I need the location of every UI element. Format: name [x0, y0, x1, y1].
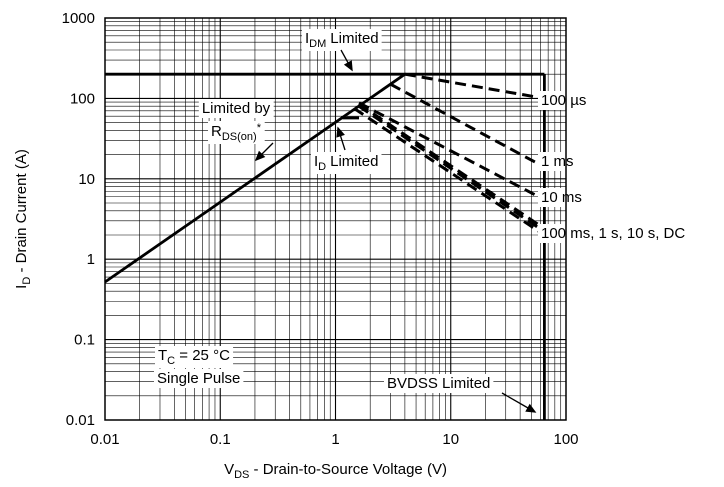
idm-label-main: I — [305, 30, 309, 47]
idm-limited-label: IDM Limited — [305, 30, 379, 50]
annotation-texts: IDM Limited Limited by RDS(on)* ID Limited… — [157, 30, 685, 392]
10ms-label-bg — [538, 188, 585, 207]
x-axis-title-main: V — [224, 461, 234, 478]
x-tick-label: 0.1 — [210, 431, 231, 448]
limited-by-label: Limited by — [202, 100, 271, 117]
series-pulse-dc-c — [353, 107, 546, 237]
y-tick-label: 1000 — [62, 10, 95, 27]
tc-label-main: T — [158, 347, 167, 364]
rds-label-bg — [208, 121, 265, 144]
rds-label-rest: * — [257, 122, 262, 134]
rds-label-main: R — [211, 123, 222, 140]
series-pulse-dc-a — [358, 102, 546, 230]
x-axis-title-sub: DS — [234, 469, 249, 481]
series-layer — [104, 72, 546, 420]
x-tick-label: 100 — [553, 431, 578, 448]
y-axis-title: ID - Drain Current (A) — [13, 149, 33, 289]
100us-label-bg — [538, 91, 590, 110]
label-dc: 100 ms, 1 s, 10 s, DC — [541, 225, 685, 242]
tc-label-sub: C — [167, 355, 175, 367]
annotation-layer — [154, 29, 689, 393]
label-10ms: 10 ms — [541, 189, 582, 206]
idm-label-sub: DM — [309, 38, 326, 50]
plot-frame — [104, 17, 567, 421]
bvdss-limited-label: BVDSS Limited — [387, 375, 490, 392]
x-axis-title-rest: - Drain-to-Source Voltage (V) — [249, 461, 447, 478]
y-axis-title-rest: - Drain Current (A) — [13, 149, 30, 277]
y-axis-title-main: I — [13, 285, 30, 289]
rds-label-sub: DS(on) — [222, 131, 257, 143]
idm-leader-arrow-head — [343, 60, 353, 72]
leader-lines — [254, 49, 537, 413]
x-axis-title: VDS - Drain-to-Source Voltage (V) — [224, 461, 447, 481]
y-axis-title-sub: D — [21, 277, 33, 285]
series-pulse-10ms — [358, 101, 546, 202]
idm-label-bg — [302, 29, 382, 51]
bv-label-bg — [384, 374, 494, 393]
id-label-sub: D — [318, 161, 326, 173]
series-pulse-dc-b — [358, 104, 546, 233]
sp-label-bg — [154, 369, 244, 388]
tc-label-bg — [155, 346, 234, 368]
series-pulse-1ms — [389, 82, 546, 169]
id-label-bg — [311, 152, 382, 174]
rds-on-label: RDS(on)* — [211, 122, 262, 143]
tc-label-rest: = 25 °C — [175, 347, 230, 364]
x-tick-label: 10 — [442, 431, 459, 448]
series-pulse-100us — [404, 72, 545, 100]
y-tick-label: 100 — [70, 90, 95, 107]
dc-label-bg — [538, 224, 689, 243]
x-tick-label: 0.01 — [90, 431, 119, 448]
id-label-text: Limited — [330, 153, 378, 170]
limby-label-bg — [198, 99, 274, 118]
idm-label-text: Limited — [330, 30, 378, 47]
id-limited-label: ID Limited — [314, 153, 378, 173]
id-label-main: I — [314, 153, 318, 170]
x-tick-label: 1 — [331, 431, 339, 448]
label-100us: 100 µs — [541, 92, 586, 109]
1ms-label-bg — [538, 152, 577, 171]
y-tick-label: 0.01 — [66, 412, 95, 429]
tick-labels: 0.01 0.1 1 10 100 0.01 0.1 1 10 100 1000 — [62, 10, 579, 448]
tc-label: TC = 25 °C — [158, 347, 230, 367]
y-tick-label: 1 — [87, 251, 95, 268]
y-tick-label: 10 — [78, 171, 95, 188]
id-leader-arrow-head — [336, 126, 345, 138]
label-1ms: 1 ms — [541, 153, 574, 170]
single-pulse-label: Single Pulse — [157, 370, 240, 387]
y-tick-label: 0.1 — [74, 332, 95, 349]
bvdss-leader-arrow-head — [525, 403, 537, 413]
rds-leader-arrow-head — [254, 150, 266, 162]
